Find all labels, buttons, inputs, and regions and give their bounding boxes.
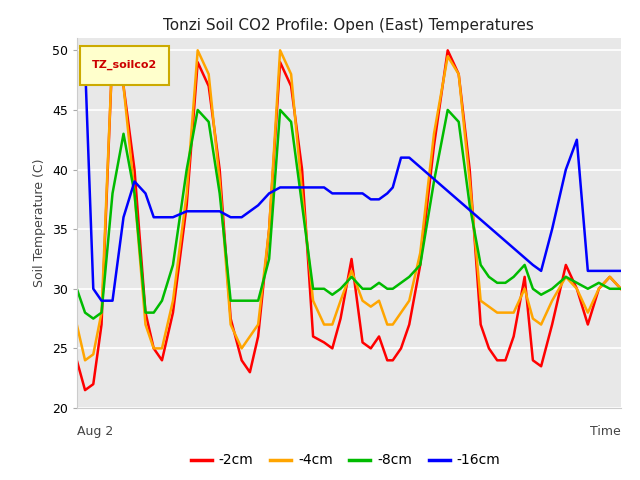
Y-axis label: Soil Temperature (C): Soil Temperature (C) — [33, 159, 46, 288]
-16cm — [573, 137, 580, 143]
Legend: -2cm, -4cm, -8cm, -16cm: -2cm, -4cm, -8cm, -16cm — [186, 448, 506, 473]
-16cm — [98, 298, 106, 303]
-16cm — [238, 215, 246, 220]
-16cm — [246, 208, 253, 214]
-16cm — [367, 196, 374, 202]
-16cm — [548, 226, 556, 232]
-4cm — [150, 346, 157, 351]
Line: -4cm: -4cm — [77, 50, 621, 360]
-8cm — [73, 286, 81, 292]
-16cm — [169, 215, 177, 220]
Text: Aug 2: Aug 2 — [77, 425, 113, 438]
-2cm — [606, 274, 614, 280]
-16cm — [158, 215, 166, 220]
-16cm — [389, 184, 397, 190]
-16cm — [150, 215, 157, 220]
-8cm — [573, 280, 580, 286]
-4cm — [298, 191, 306, 196]
-16cm — [337, 191, 344, 196]
-16cm — [529, 262, 537, 268]
-4cm — [606, 274, 614, 280]
-16cm — [227, 215, 234, 220]
-16cm — [320, 184, 328, 190]
Title: Tonzi Soil CO2 Profile: Open (East) Temperatures: Tonzi Soil CO2 Profile: Open (East) Temp… — [163, 18, 534, 33]
-16cm — [131, 179, 138, 184]
-2cm — [194, 60, 202, 65]
FancyBboxPatch shape — [79, 46, 169, 84]
-8cm — [606, 286, 614, 292]
-4cm — [73, 322, 81, 327]
-16cm — [194, 208, 202, 214]
-2cm — [73, 358, 81, 363]
-2cm — [227, 316, 234, 322]
-8cm — [90, 316, 97, 322]
Line: -8cm: -8cm — [77, 110, 621, 319]
-16cm — [266, 191, 273, 196]
-16cm — [358, 191, 366, 196]
-16cm — [298, 184, 306, 190]
-16cm — [375, 196, 383, 202]
-16cm — [141, 191, 149, 196]
-16cm — [183, 208, 191, 214]
-16cm — [562, 167, 570, 172]
-16cm — [205, 208, 212, 214]
-16cm — [276, 184, 284, 190]
-8cm — [617, 286, 625, 292]
-16cm — [606, 268, 614, 274]
-8cm — [298, 203, 306, 208]
-16cm — [90, 286, 97, 292]
-16cm — [584, 268, 591, 274]
-16cm — [397, 155, 405, 160]
-16cm — [109, 298, 116, 303]
-4cm — [573, 286, 580, 292]
-16cm — [309, 184, 317, 190]
-4cm — [109, 48, 116, 53]
-16cm — [328, 191, 336, 196]
-16cm — [383, 191, 391, 196]
-16cm — [538, 268, 545, 274]
Line: -2cm: -2cm — [77, 50, 621, 390]
-16cm — [120, 215, 127, 220]
-16cm — [287, 184, 295, 190]
-8cm — [141, 310, 149, 315]
-4cm — [227, 322, 234, 327]
Text: Time: Time — [590, 425, 621, 438]
-2cm — [573, 286, 580, 292]
-2cm — [81, 387, 89, 393]
-2cm — [617, 286, 625, 292]
Line: -16cm: -16cm — [85, 62, 621, 300]
-16cm — [595, 268, 603, 274]
-16cm — [348, 191, 355, 196]
-2cm — [150, 346, 157, 351]
-4cm — [194, 48, 202, 53]
Text: TZ_soilco2: TZ_soilco2 — [92, 60, 157, 71]
-8cm — [183, 167, 191, 172]
-16cm — [405, 155, 413, 160]
-16cm — [254, 203, 262, 208]
-16cm — [81, 60, 89, 65]
-16cm — [216, 208, 223, 214]
-4cm — [81, 358, 89, 363]
-8cm — [227, 298, 234, 303]
-16cm — [617, 268, 625, 274]
-4cm — [617, 286, 625, 292]
-2cm — [109, 48, 116, 53]
-2cm — [298, 167, 306, 172]
-8cm — [194, 107, 202, 113]
